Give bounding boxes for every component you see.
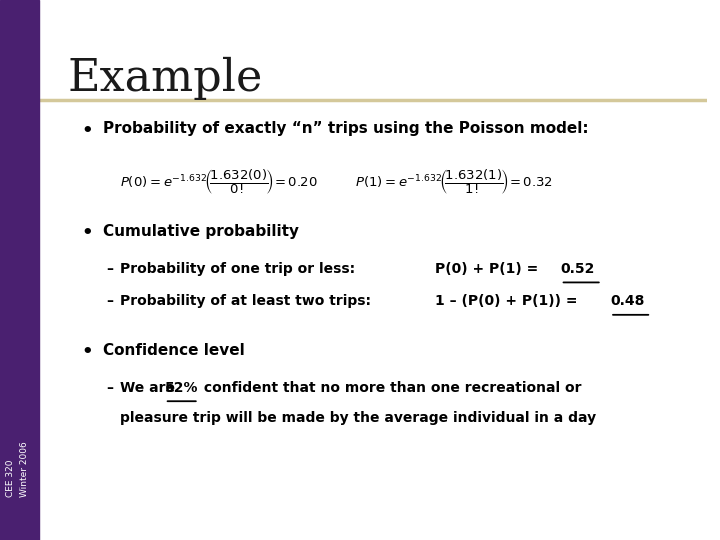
Text: Winter 2006: Winter 2006: [19, 441, 29, 497]
Text: Confidence level: Confidence level: [102, 343, 244, 358]
Text: CEE 320: CEE 320: [6, 460, 14, 497]
Text: pleasure trip will be made by the average individual in a day: pleasure trip will be made by the averag…: [120, 411, 596, 426]
Text: Cumulative probability: Cumulative probability: [102, 224, 299, 239]
Bar: [0, 0, 39, 540]
Text: 52%: 52%: [165, 381, 198, 395]
Text: confident that no more than one recreational or: confident that no more than one recreati…: [199, 381, 581, 395]
Text: 0.48: 0.48: [610, 294, 644, 308]
Text: –: –: [106, 294, 113, 308]
Text: 1 – (P(0) + P(1)) =: 1 – (P(0) + P(1)) =: [435, 294, 582, 308]
Text: Probability of one trip or less:: Probability of one trip or less:: [120, 262, 355, 276]
Text: We are: We are: [120, 381, 180, 395]
Text: –: –: [106, 262, 113, 276]
Text: Probability of exactly “n” trips using the Poisson model:: Probability of exactly “n” trips using t…: [102, 122, 588, 137]
Text: P(0) + P(1) =: P(0) + P(1) =: [435, 262, 543, 276]
Text: •: •: [81, 224, 93, 242]
Text: 0.52: 0.52: [561, 262, 595, 276]
Text: Example: Example: [67, 57, 263, 100]
Text: •: •: [81, 122, 93, 139]
Text: Probability of at least two trips:: Probability of at least two trips:: [120, 294, 372, 308]
Text: •: •: [81, 343, 93, 361]
Text: $P(0)=e^{-1.632}\!\left(\!\dfrac{1.632(0)}{0!}\!\right)\!=0.20\qquad\quad P(1)=e: $P(0)=e^{-1.632}\!\left(\!\dfrac{1.632(0…: [120, 167, 553, 197]
Text: –: –: [106, 381, 113, 395]
